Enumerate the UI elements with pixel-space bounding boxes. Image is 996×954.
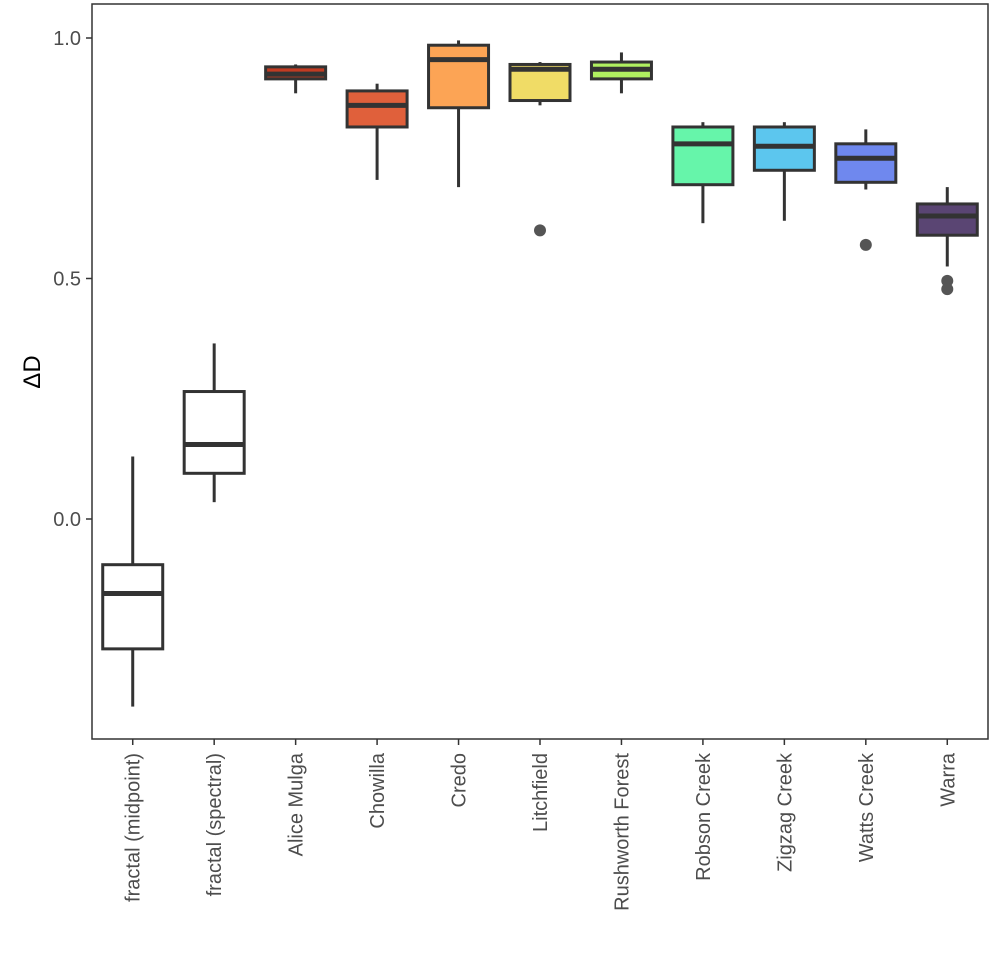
box-iqr: [834, 142, 898, 184]
box-7: [671, 122, 735, 224]
box-0: [101, 456, 165, 707]
plot-panel: [91, 3, 989, 740]
x-tick-label: Chowilla: [367, 752, 389, 828]
box-6: [589, 52, 653, 94]
x-tick-label: Warra: [937, 752, 959, 807]
x-tick-label: Alice Mulga: [286, 752, 308, 856]
box-iqr: [427, 43, 491, 110]
box-4: [427, 40, 491, 188]
x-tick-label: Litchfield: [530, 753, 552, 832]
box-9: [834, 129, 898, 251]
y-axis-title: ΔD: [19, 355, 46, 388]
x-tick-label: Zigzag Creek: [774, 752, 796, 872]
x-tick-label: Rushworth Forest: [611, 753, 633, 911]
box-iqr: [915, 202, 979, 237]
x-tick-label: Credo: [449, 753, 471, 807]
box-iqr: [182, 390, 246, 475]
outlier-point: [534, 224, 546, 237]
box-iqr: [671, 125, 735, 187]
x-tick-label: fractal (spectral): [204, 753, 226, 896]
x-tick-label: Watts Creek: [856, 752, 878, 862]
outlier-point: [941, 283, 954, 296]
x-tick-label: Robson Creek: [693, 752, 715, 881]
box-iqr: [345, 89, 409, 129]
y-tick-label: 0.5: [53, 269, 81, 291]
box-iqr: [101, 563, 165, 651]
box-1: [182, 343, 246, 503]
y-tick-label: 1.0: [53, 28, 81, 50]
outlier-point: [859, 238, 872, 251]
box-3: [345, 83, 409, 180]
box-2: [264, 64, 328, 94]
y-tick-label: 0.0: [53, 509, 81, 531]
box-5: [508, 62, 572, 237]
x-tick-label: fractal (midpoint): [123, 753, 145, 902]
box-8: [752, 122, 816, 221]
box-10: [915, 187, 979, 296]
